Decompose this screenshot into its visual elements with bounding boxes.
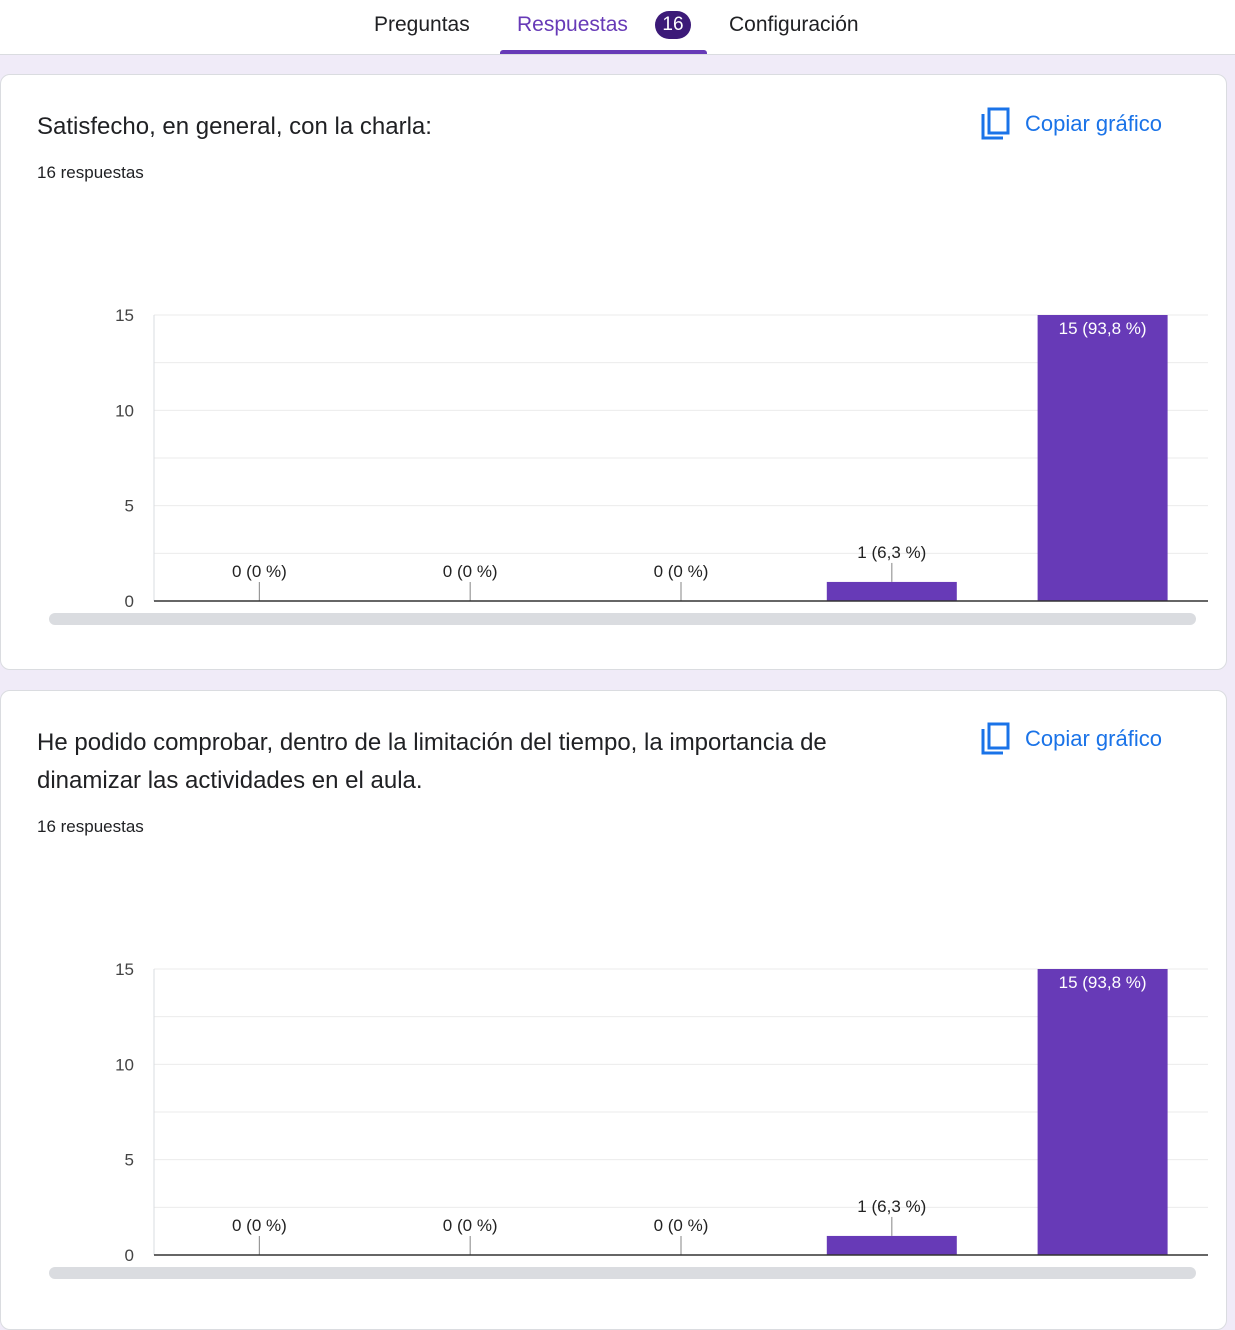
bar <box>826 1235 957 1255</box>
y-tick-label: 5 <box>125 1151 134 1170</box>
active-tab-indicator <box>500 50 707 54</box>
y-tick-label: 15 <box>115 960 134 979</box>
tab-settings[interactable]: Configuración <box>729 13 859 36</box>
tab-responses-label: Respuestas <box>517 13 628 36</box>
data-label: 1 (6,3 %) <box>857 1197 926 1216</box>
copy-chart-button[interactable]: Copiar gráfico <box>979 106 1162 142</box>
question-summary-card: Satisfecho, en general, con la charla: 1… <box>0 74 1227 670</box>
data-label: 0 (0 %) <box>232 562 287 581</box>
data-label: 0 (0 %) <box>654 562 709 581</box>
response-count: 16 respuestas <box>37 163 144 182</box>
data-label: 0 (0 %) <box>443 1216 498 1235</box>
y-tick-label: 10 <box>115 401 134 420</box>
y-tick-label: 5 <box>125 497 134 516</box>
bar <box>1037 315 1168 601</box>
copy-chart-label: Copiar gráfico <box>1025 726 1162 751</box>
bar <box>826 581 957 601</box>
horizontal-scrollbar[interactable] <box>49 613 1196 625</box>
y-tick-label: 0 <box>125 1246 134 1265</box>
data-label: 15 (93,8 %) <box>1059 973 1147 992</box>
question-title: He podido comprobar, dentro de la limita… <box>37 729 827 794</box>
bar <box>1037 969 1168 1255</box>
copy-icon <box>981 722 1010 755</box>
data-label: 0 (0 %) <box>443 562 498 581</box>
tab-responses[interactable]: Respuestas 16 <box>500 0 707 54</box>
responses-count-badge: 16 <box>655 11 691 39</box>
question-summary-card: He podido comprobar, dentro de la limita… <box>0 690 1227 1330</box>
horizontal-scrollbar[interactable] <box>49 1267 1196 1279</box>
copy-chart-label: Copiar gráfico <box>1025 111 1162 136</box>
top-tab-bar: Preguntas Respuestas 16 Configuración <box>0 0 1235 55</box>
y-tick-label: 10 <box>115 1055 134 1074</box>
data-label: 15 (93,8 %) <box>1059 319 1147 338</box>
copy-icon <box>981 107 1010 140</box>
tab-questions[interactable]: Preguntas <box>374 13 470 36</box>
y-tick-label: 15 <box>115 306 134 325</box>
copy-chart-button[interactable]: Copiar gráfico <box>979 721 1162 757</box>
question-title: Satisfecho, en general, con la charla: <box>37 113 432 140</box>
y-tick-label: 0 <box>125 592 134 611</box>
response-count: 16 respuestas <box>37 817 144 836</box>
data-label: 1 (6,3 %) <box>857 543 926 562</box>
data-label: 0 (0 %) <box>654 1216 709 1235</box>
data-label: 0 (0 %) <box>232 1216 287 1235</box>
